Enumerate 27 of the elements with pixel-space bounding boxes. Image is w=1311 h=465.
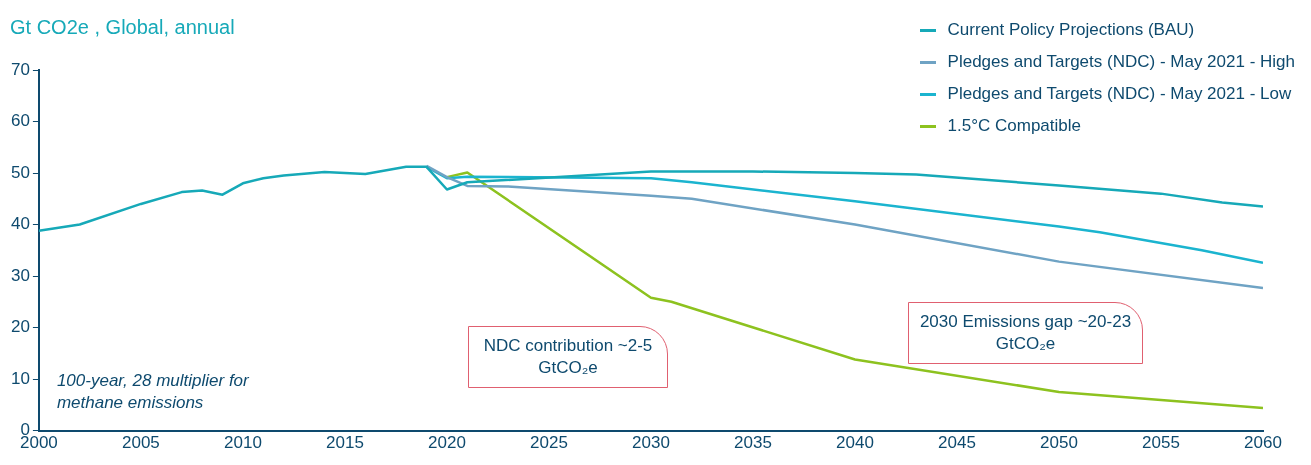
legend-label: Pledges and Targets (NDC) - May 2021 - High — [947, 51, 1295, 73]
y-tick-label: 10 — [10, 368, 30, 388]
x-tick-label: 2015 — [326, 433, 364, 453]
y-tick-label: 60 — [10, 111, 30, 131]
legend-label: Pledges and Targets (NDC) - May 2021 - Low — [947, 83, 1292, 105]
callout-box: NDC contribution ~2-5 GtCO₂e — [468, 326, 668, 388]
annotation: 100-year, 28 multiplier for methane emissions — [56, 370, 251, 412]
x-tick-label: 2045 — [938, 433, 976, 453]
y-tick-label: 30 — [10, 265, 30, 285]
x-tick-label: 2030 — [632, 433, 670, 453]
x-tick-label: 2020 — [428, 433, 466, 453]
y-tick-label: 40 — [10, 214, 30, 234]
x-tick-label: 2055 — [1142, 433, 1180, 453]
y-tick-label: 20 — [10, 317, 30, 337]
x-tick-label: 2035 — [734, 433, 772, 453]
x-tick-label: 2005 — [122, 433, 160, 453]
x-tick-label: 2050 — [1040, 433, 1078, 453]
x-tick-label: 2040 — [836, 433, 874, 453]
x-tick-label: 2060 — [1244, 433, 1282, 453]
legend-label: 1.5°C Compatible — [947, 115, 1082, 137]
y-tick-label: 70 — [10, 59, 30, 79]
x-tick-label: 2025 — [530, 433, 568, 453]
y-axis-title: Gt CO2e , Global, annual — [10, 16, 235, 39]
x-tick-label: 2010 — [224, 433, 262, 453]
legend-label: Current Policy Projections (BAU) — [947, 19, 1195, 41]
y-tick-label: 50 — [10, 162, 30, 182]
callout-box: 2030 Emissions gap ~20-23 GtCO₂e — [908, 302, 1143, 364]
